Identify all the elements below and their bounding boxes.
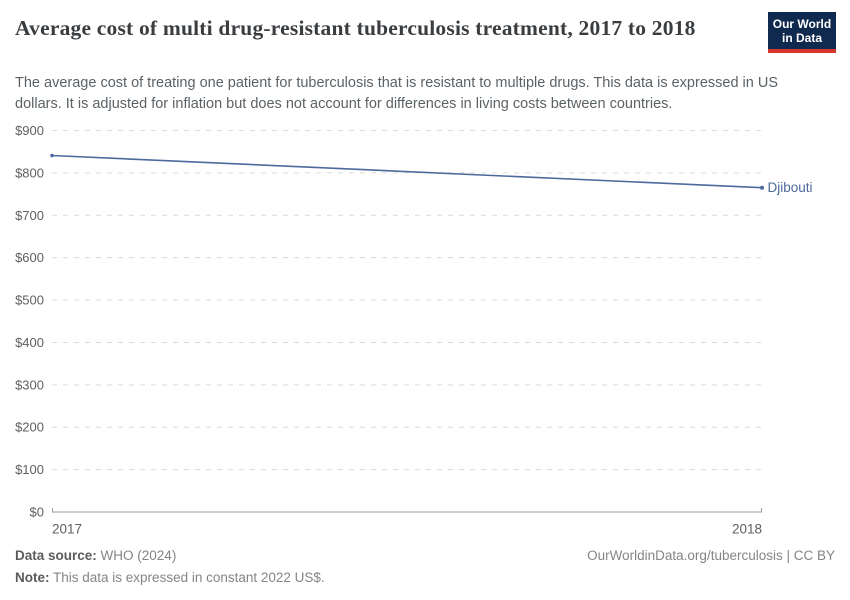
series-label-djibouti[interactable]: Djibouti	[768, 180, 813, 195]
owid-logo[interactable]: Our World in Data	[768, 12, 836, 53]
y-tick-label: $300	[15, 377, 44, 392]
x-tick-label: 2017	[52, 522, 82, 537]
chart-footer: Data source: WHO (2024) OurWorldinData.o…	[15, 545, 835, 589]
y-tick-label: $800	[15, 165, 44, 180]
x-tick-label: 2018	[732, 522, 762, 537]
y-tick-label: $200	[15, 420, 44, 435]
data-source-line: Data source: WHO (2024)	[15, 545, 176, 567]
chart-title: Average cost of multi drug-resistant tub…	[15, 16, 696, 40]
note-line: Note: This data is expressed in constant…	[15, 567, 835, 589]
owid-logo-box: Our World in Data	[768, 12, 836, 49]
y-tick-label: $100	[15, 462, 44, 477]
owid-logo-red-bar	[768, 49, 836, 53]
owid-logo-text-line1: Our World	[772, 16, 832, 31]
chart-subtitle: The average cost of treating one patient…	[15, 75, 778, 112]
y-tick-label: $900	[15, 123, 44, 138]
series-point-djibouti[interactable]	[760, 185, 764, 190]
note-label: Note:	[15, 570, 50, 585]
note-value: This data is expressed in constant 2022 …	[53, 570, 325, 585]
y-tick-label: $500	[15, 293, 44, 308]
series-line-djibouti[interactable]	[51, 154, 763, 189]
y-tick-label: $400	[15, 335, 44, 350]
data-source-label: Data source:	[15, 548, 97, 563]
owid-logo-text-line2: in Data	[781, 30, 822, 45]
data-source-value: WHO (2024)	[100, 548, 177, 563]
series-point-djibouti[interactable]	[50, 153, 54, 158]
y-tick-label: $600	[15, 250, 44, 265]
y-tick-label: $700	[15, 208, 44, 223]
y-tick-label: $0	[30, 505, 44, 520]
citation-link[interactable]: OurWorldinData.org/tuberculosis | CC BY	[587, 548, 835, 563]
